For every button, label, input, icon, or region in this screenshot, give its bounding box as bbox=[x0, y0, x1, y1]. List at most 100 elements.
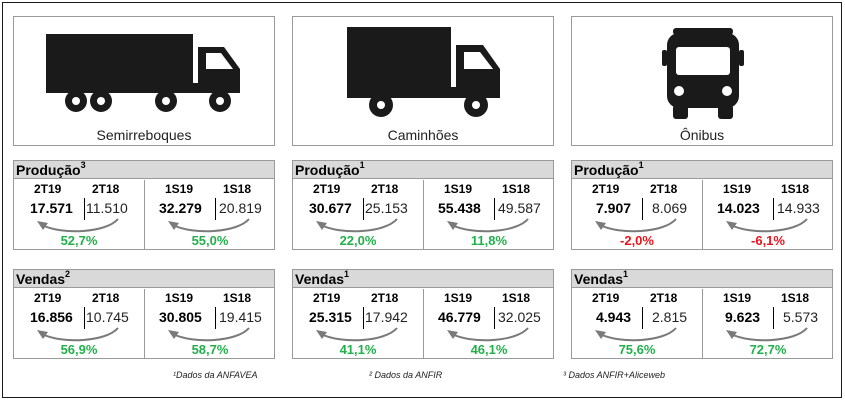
column-caminhoes: Caminhões Produção1 2T19 2T18 30.677 25.… bbox=[292, 16, 554, 359]
semester-comparison: 1S19 1S18 30.805 19.415 58,7% bbox=[144, 289, 274, 358]
vendas-header: Vendas2 bbox=[14, 270, 274, 288]
divider bbox=[773, 307, 774, 329]
bus-icon bbox=[662, 28, 744, 119]
divider bbox=[363, 307, 364, 329]
value-previous: 5.573 bbox=[783, 309, 819, 325]
vehicle-label: Caminhões bbox=[387, 127, 459, 143]
quarter-comparison: 2T19 2T18 25.315 17.942 41,1% bbox=[293, 289, 423, 358]
producao-block: Produção1 2T19 2T18 7.907 8.069 -2,0% 1S… bbox=[571, 160, 833, 250]
growth-percent: 46,1% bbox=[470, 342, 508, 357]
footnote-marker: 3 bbox=[80, 160, 86, 170]
period-current: 2T19 bbox=[313, 291, 341, 305]
growth-percent: 11,8% bbox=[470, 233, 508, 248]
divider bbox=[215, 198, 216, 220]
column-semirreboques: Semirreboques Produção3 2T19 2T18 17.571… bbox=[13, 16, 275, 359]
period-current: 1S19 bbox=[723, 291, 752, 305]
divider bbox=[215, 307, 216, 329]
period-previous: 2T18 bbox=[371, 182, 399, 196]
footnote-marker: 1 bbox=[623, 269, 629, 279]
period-previous: 1S18 bbox=[781, 182, 810, 196]
curved-arrow-icon bbox=[595, 218, 677, 233]
vendas-header: Vendas1 bbox=[572, 270, 832, 288]
truck-icon bbox=[347, 27, 500, 117]
semester-comparison: 1S19 1S18 32.279 20.819 55,0% bbox=[144, 180, 274, 249]
value-previous: 25.153 bbox=[365, 200, 408, 216]
value-current: 14.023 bbox=[717, 200, 760, 216]
value-previous: 17.942 bbox=[365, 309, 408, 325]
semitrailer-truck-icon bbox=[46, 34, 240, 112]
semester-comparison: 1S19 1S18 46.779 32.025 46,1% bbox=[423, 289, 553, 358]
divider bbox=[642, 307, 643, 329]
block-title: Produção bbox=[295, 162, 360, 178]
growth-percent: 52,7% bbox=[60, 233, 98, 248]
value-current: 55.438 bbox=[438, 200, 481, 216]
period-previous: 2T18 bbox=[92, 182, 120, 196]
period-previous: 1S18 bbox=[502, 182, 531, 196]
block-title: Produção bbox=[574, 162, 639, 178]
infographic-frame: Semirreboques Produção3 2T19 2T18 17.571… bbox=[2, 2, 842, 398]
period-current: 1S19 bbox=[444, 291, 473, 305]
growth-percent: 72,7% bbox=[749, 342, 787, 357]
period-previous: 1S18 bbox=[781, 291, 810, 305]
block-title: Vendas bbox=[574, 271, 624, 287]
footnote-anfir-aliceweb: ³ Dados ANFIR+Aliceweb bbox=[563, 370, 665, 380]
period-current: 2T19 bbox=[592, 291, 620, 305]
vendas-block: Vendas1 2T19 2T18 25.315 17.942 41,1% 1S… bbox=[292, 269, 554, 359]
producao-header: Produção1 bbox=[572, 161, 832, 179]
value-current: 7.907 bbox=[596, 200, 632, 216]
value-current: 30.677 bbox=[309, 200, 352, 216]
value-previous: 2.815 bbox=[652, 309, 688, 325]
quarter-comparison: 2T19 2T18 17.571 11.510 52,7% bbox=[14, 180, 144, 249]
curved-arrow-icon bbox=[447, 327, 529, 342]
producao-block: Produção1 2T19 2T18 30.677 25.153 22,0% … bbox=[292, 160, 554, 250]
value-previous: 11.510 bbox=[86, 200, 128, 216]
period-previous: 2T18 bbox=[650, 291, 678, 305]
footnote-marker: 1 bbox=[638, 160, 644, 170]
value-previous: 20.819 bbox=[219, 200, 262, 216]
icon-card: Semirreboques bbox=[13, 16, 275, 146]
curved-arrow-icon bbox=[37, 327, 119, 342]
period-current: 2T19 bbox=[34, 291, 62, 305]
semester-comparison: 1S19 1S18 14.023 14.933 -6,1% bbox=[702, 180, 832, 249]
divider bbox=[494, 198, 495, 220]
growth-percent: 58,7% bbox=[191, 342, 229, 357]
period-previous: 1S18 bbox=[223, 291, 252, 305]
block-title: Vendas bbox=[295, 271, 345, 287]
divider bbox=[494, 307, 495, 329]
period-previous: 1S18 bbox=[502, 291, 531, 305]
curved-arrow-icon bbox=[447, 218, 529, 233]
footnote-anfir: ² Dados da ANFIR bbox=[369, 370, 443, 380]
divider bbox=[363, 198, 364, 220]
value-current: 46.779 bbox=[438, 309, 481, 325]
growth-percent: 41,1% bbox=[339, 342, 377, 357]
value-previous: 19.415 bbox=[219, 309, 262, 325]
curved-arrow-icon bbox=[168, 327, 250, 342]
footnote-marker: 1 bbox=[359, 160, 365, 170]
curved-arrow-icon bbox=[726, 218, 808, 233]
curved-arrow-icon bbox=[168, 218, 250, 233]
producao-header: Produção3 bbox=[14, 161, 274, 179]
value-previous: 14.933 bbox=[777, 200, 820, 216]
quarter-comparison: 2T19 2T18 16.856 10.745 56,9% bbox=[14, 289, 144, 358]
vehicle-label: Ônibus bbox=[679, 127, 725, 143]
period-current: 2T19 bbox=[313, 182, 341, 196]
producao-block: Produção3 2T19 2T18 17.571 11.510 52,7% … bbox=[13, 160, 275, 250]
footnote-marker: 1 bbox=[344, 269, 350, 279]
vehicle-label: Semirreboques bbox=[96, 127, 192, 143]
period-current: 2T19 bbox=[34, 182, 62, 196]
value-previous: 8.069 bbox=[652, 200, 688, 216]
growth-percent: 75,6% bbox=[618, 342, 656, 357]
period-current: 1S19 bbox=[165, 291, 194, 305]
curved-arrow-icon bbox=[37, 218, 119, 233]
icon-card: Caminhões bbox=[292, 16, 554, 146]
block-title: Produção bbox=[16, 162, 81, 178]
icon-card: Ônibus bbox=[571, 16, 833, 146]
value-current: 4.943 bbox=[596, 309, 632, 325]
divider bbox=[84, 198, 85, 220]
value-current: 25.315 bbox=[309, 309, 352, 325]
divider bbox=[642, 198, 643, 220]
value-current: 16.856 bbox=[30, 309, 73, 325]
semester-comparison: 1S19 1S18 55.438 49.587 11,8% bbox=[423, 180, 553, 249]
curved-arrow-icon bbox=[595, 327, 677, 342]
value-previous: 32.025 bbox=[498, 309, 541, 325]
